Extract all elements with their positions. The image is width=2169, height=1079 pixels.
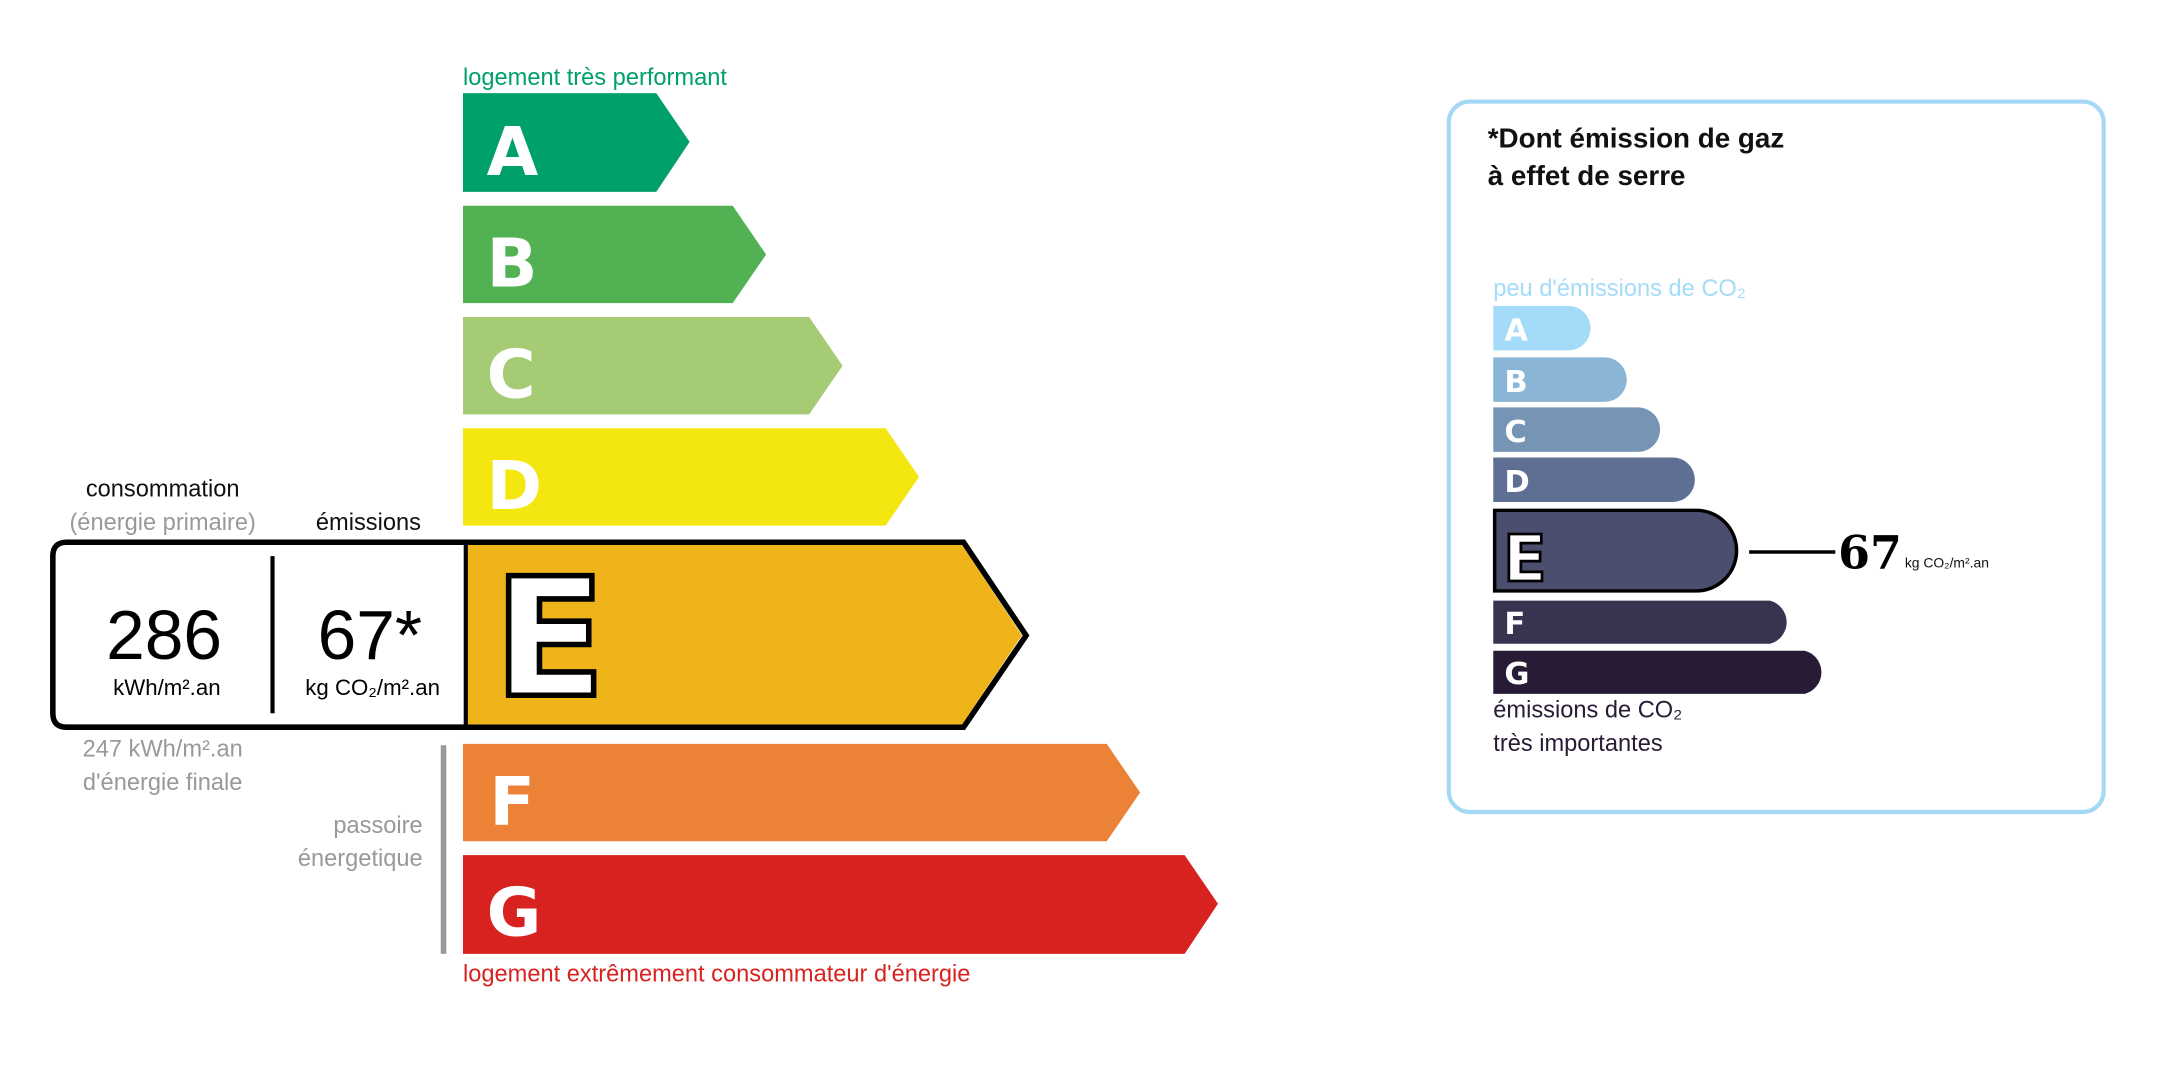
svg-text:G: G bbox=[487, 874, 542, 952]
consumption-unit: kWh/m².an bbox=[113, 675, 220, 700]
svg-text:D: D bbox=[487, 447, 542, 525]
ges-bar-d: D bbox=[1493, 457, 1695, 502]
consumption-header: consommation bbox=[86, 476, 240, 502]
ges-bottom-label-1: émissions de CO₂ bbox=[1493, 697, 1682, 723]
svg-text:D: D bbox=[1504, 465, 1529, 500]
ges-top-label: peu d'émissions de CO₂ bbox=[1493, 276, 1746, 302]
passoire-label-2: énergetique bbox=[298, 846, 423, 872]
emissions-header: émissions bbox=[316, 510, 421, 536]
ges-bar-a: A bbox=[1493, 305, 1591, 351]
consumption-value: 286 bbox=[106, 596, 222, 674]
ges-unit: kg CO₂/m².an bbox=[1905, 554, 1989, 570]
consumption-subheader: (énergie primaire) bbox=[69, 510, 255, 536]
svg-text:E: E bbox=[1503, 523, 1547, 597]
ges-panel: *Dont émission de gaz à effet de serre p… bbox=[1446, 99, 2106, 815]
emissions-unit: kg CO₂/m².an bbox=[305, 675, 440, 700]
emissions-value: 67* bbox=[318, 596, 422, 674]
svg-text:F: F bbox=[489, 763, 535, 841]
ges-value: 67 bbox=[1838, 526, 1902, 580]
dpe-bar-b: B bbox=[462, 205, 767, 304]
ges-bar-b: B bbox=[1493, 357, 1627, 402]
final-energy-label: d'énergie finale bbox=[83, 770, 243, 796]
dpe-bar-d: D bbox=[462, 428, 920, 526]
ges-title-1: *Dont émission de gaz bbox=[1488, 122, 1785, 153]
ges-title-2: à effet de serre bbox=[1488, 160, 1686, 191]
passoire-label-1: passoire bbox=[333, 813, 422, 839]
svg-text:A: A bbox=[487, 113, 539, 191]
dpe-bar-a: A bbox=[462, 93, 690, 192]
dpe-current-class-box: E 286 kWh/m².an 67* kg CO₂/m².an bbox=[50, 539, 1030, 737]
ges-bottom-label-2: très importantes bbox=[1493, 731, 1662, 757]
ges-bar-e-current: E bbox=[1492, 508, 1739, 599]
svg-text:A: A bbox=[1504, 314, 1528, 349]
svg-text:B: B bbox=[1504, 365, 1527, 400]
dpe-bar-c: C bbox=[462, 317, 843, 415]
svg-text:C: C bbox=[487, 336, 536, 414]
dpe-bottom-label: logement extrêmement consommateur d'éner… bbox=[463, 962, 970, 988]
dpe-bar-f: F bbox=[462, 743, 1141, 842]
ges-bar-f: F bbox=[1493, 600, 1787, 644]
dpe-top-label: logement très performant bbox=[463, 65, 727, 91]
ges-bar-g: G bbox=[1493, 650, 1822, 694]
svg-text:C: C bbox=[1504, 415, 1526, 450]
svg-text:B: B bbox=[487, 224, 538, 302]
dpe-bar-g: G bbox=[462, 855, 1218, 954]
svg-text:G: G bbox=[1504, 657, 1529, 692]
ges-bar-c: C bbox=[1493, 407, 1661, 452]
dpe-current-letter: E bbox=[494, 543, 606, 734]
final-energy-value: 247 kWh/m².an bbox=[83, 736, 243, 762]
svg-text:F: F bbox=[1504, 607, 1525, 642]
